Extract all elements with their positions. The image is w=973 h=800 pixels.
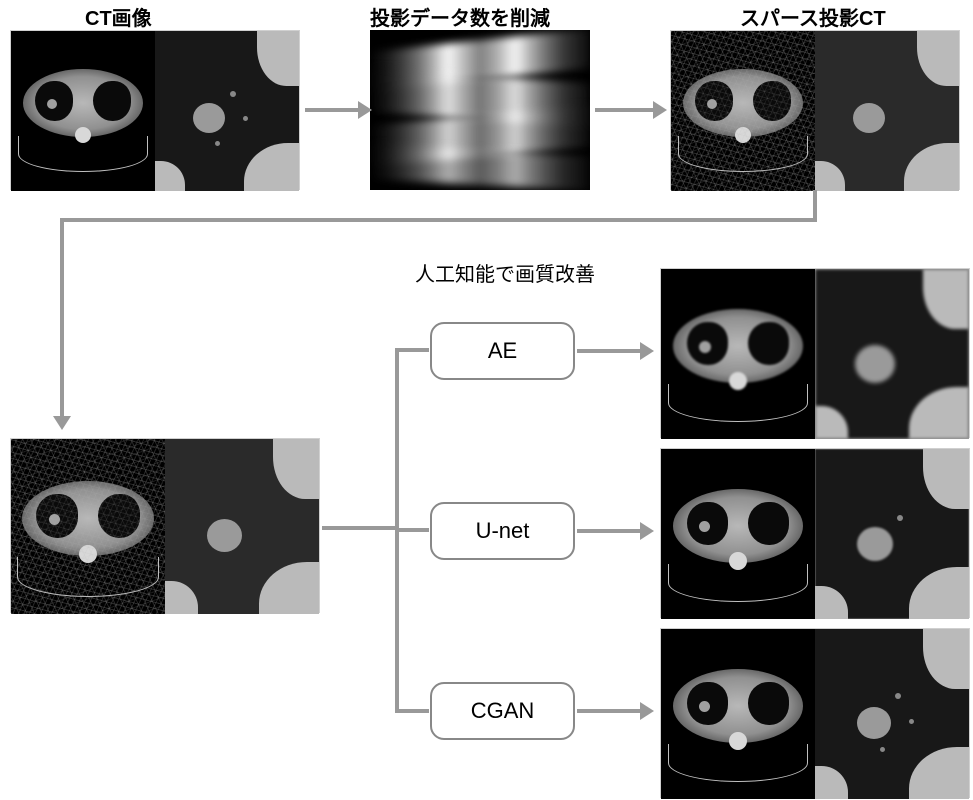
ct-sparse-full-bottom (11, 439, 165, 614)
arrow-2-head (653, 101, 667, 119)
ct-original-full (11, 31, 155, 191)
arrow-to-cgan (395, 709, 429, 713)
result-cgan-zoom (815, 629, 969, 799)
result-ae-zoom (815, 269, 969, 439)
result-cgan-full (661, 629, 815, 799)
arrow-3a (813, 190, 817, 220)
method-label-ae: AE (488, 338, 517, 364)
arrow-unet-out-head (640, 522, 654, 540)
result-cgan-pair (660, 628, 970, 798)
arrow-to-ae (395, 348, 429, 352)
ct-sparse-full-top (671, 31, 815, 191)
arrow-unet-out (577, 529, 642, 533)
arrow-cgan-out-head (640, 702, 654, 720)
method-box-ae: AE (430, 322, 575, 380)
method-box-cgan: CGAN (430, 682, 575, 740)
result-unet-zoom (815, 449, 969, 619)
result-unet-full (661, 449, 815, 619)
arrow-2 (595, 108, 655, 112)
arrow-3-head (53, 416, 71, 430)
ct-sparse-pair-bottom (10, 438, 320, 613)
arrow-3c (60, 218, 64, 418)
label-ct-image: CT画像 (85, 2, 152, 31)
method-box-unet: U-net (430, 502, 575, 560)
arrow-cgan-out (577, 709, 642, 713)
result-unet-pair (660, 448, 970, 618)
ct-sparse-zoom-bottom (165, 439, 319, 614)
result-ae-full (661, 269, 815, 439)
ct-original-zoom (155, 31, 299, 191)
arrow-1-head (358, 101, 372, 119)
label-sparse-ct: スパース投影CT (740, 2, 886, 31)
arrow-trunk (322, 526, 397, 530)
result-ae-pair (660, 268, 970, 438)
method-label-cgan: CGAN (471, 698, 535, 724)
sinogram-image (370, 30, 590, 190)
ct-sparse-pair-top (670, 30, 960, 190)
arrow-ae-out-head (640, 342, 654, 360)
method-label-unet: U-net (476, 518, 530, 544)
ct-sparse-zoom-top (815, 31, 959, 191)
ct-original-pair (10, 30, 300, 190)
arrow-3b (60, 218, 817, 222)
arrow-ae-out (577, 349, 642, 353)
arrow-1 (305, 108, 360, 112)
label-ai-improve: 人工知能で画質改善 (415, 258, 595, 287)
label-reduce-projections: 投影データ数を削減 (370, 2, 550, 31)
arrow-to-unet (395, 528, 429, 532)
